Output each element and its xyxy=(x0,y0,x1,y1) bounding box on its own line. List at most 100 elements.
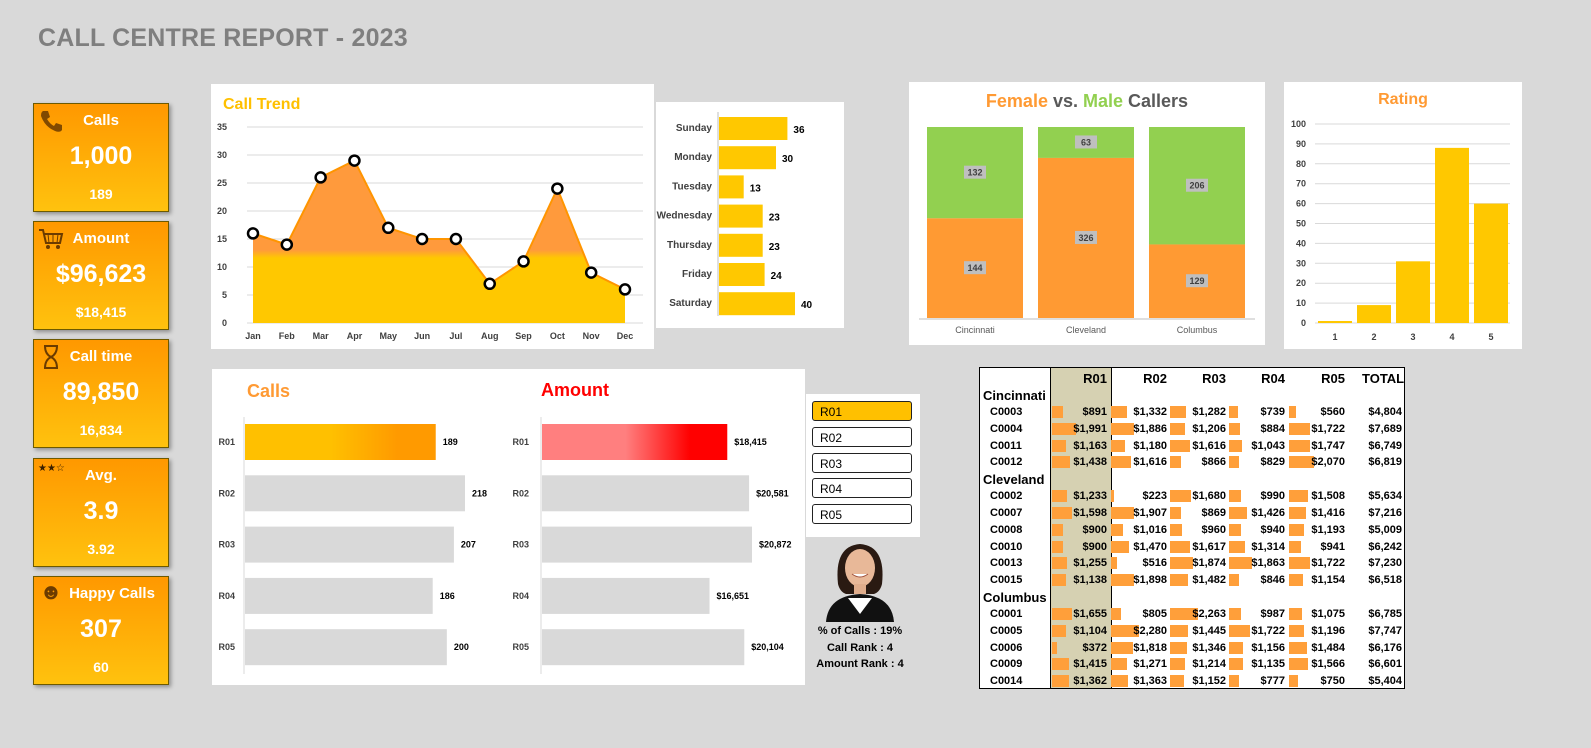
amount-rep-label: R05 xyxy=(512,642,529,652)
day-label: Saturday xyxy=(669,298,712,309)
gender-chart: 132 144 Cincinnati 63 326 Cleveland 206 129 Colu… xyxy=(919,127,1255,335)
weekday-value-label: 30 xyxy=(782,154,794,165)
rating-bar xyxy=(1396,261,1430,323)
amount-cell: $2,280 xyxy=(1133,624,1167,637)
amount-bar xyxy=(542,577,710,614)
slicer-item-r02[interactable]: R02 xyxy=(812,427,912,447)
amount-cell: $1,163 xyxy=(1073,439,1107,452)
table-row: C0009 $1,415 $1,271 $1,214 $1,135 $1,566 $6,60… xyxy=(980,656,1404,673)
weekday-value-label: 23 xyxy=(769,213,781,224)
amount-databar xyxy=(1289,608,1303,620)
rep-amount-rank: Amount Rank : 4 xyxy=(816,658,904,670)
day-label: Sunday xyxy=(676,123,713,134)
trend-area xyxy=(253,160,625,323)
table-row: C0013 $1,255 $516 $1,874 $1,863 $1,722 $7,230 xyxy=(980,555,1404,572)
amount-rep-label: R03 xyxy=(512,540,529,550)
kpi-label: Amount xyxy=(72,230,130,247)
customer-code: C0015 xyxy=(990,574,1023,587)
x-tick-label: Jan xyxy=(245,331,261,341)
amount-databar xyxy=(1052,490,1068,503)
amount-cell: $846 xyxy=(1260,574,1285,587)
rep-call-rank: Call Rank : 4 xyxy=(826,642,894,654)
kpi-calls-card: Calls 1,000 189 xyxy=(33,103,169,212)
x-tick-label: Jul xyxy=(449,331,462,341)
trend-point xyxy=(449,232,463,246)
amount-databar xyxy=(1111,608,1121,620)
amount-cell: $1,362 xyxy=(1073,675,1107,688)
amount-databar xyxy=(1052,624,1066,637)
phone-icon xyxy=(41,111,62,132)
calls-rep-label: R03 xyxy=(218,540,235,550)
amount-cell: $1,214 xyxy=(1192,658,1226,671)
amount-databar xyxy=(1052,675,1069,688)
table-row: C0005 $1,104 $2,280 $1,445 $1,722 $1,196 $7,74… xyxy=(980,623,1404,640)
weekday-chart: Sunday 36 Monday 30 Tuesday 13 Wednesday 23 Thur… xyxy=(657,112,813,316)
customer-code: C0013 xyxy=(990,557,1023,570)
gender-title-female: Female xyxy=(985,91,1048,111)
customer-code: C0004 xyxy=(990,422,1023,435)
kpi-happy-calls-card: ☻ Happy Calls 307 60 xyxy=(33,576,169,685)
slicer-item-r04[interactable]: R04 xyxy=(812,478,912,498)
amount-databar xyxy=(1052,456,1070,469)
amount-cell: $1,152 xyxy=(1192,675,1226,688)
amount-cell: $1,898 xyxy=(1133,574,1167,587)
slicer-item-r01[interactable]: R01 xyxy=(812,401,912,421)
amount-databar xyxy=(1111,574,1135,587)
male-label-bg xyxy=(1186,178,1208,192)
trend-point xyxy=(280,238,294,251)
calls-value-label: 207 xyxy=(461,540,476,550)
amount-cell: $1,282 xyxy=(1192,406,1226,418)
y-tick-label: 25 xyxy=(217,178,227,188)
amount-databar xyxy=(1229,675,1239,688)
day-label: Tuesday xyxy=(672,181,712,192)
amount-cell: $1,180 xyxy=(1133,439,1167,452)
amount-cell: $1,566 xyxy=(1311,658,1345,671)
amount-databar xyxy=(1111,490,1114,503)
total-cell: $7,689 xyxy=(1368,422,1402,435)
y-tick-label: 30 xyxy=(217,150,227,160)
amount-databar xyxy=(1111,641,1134,654)
kpi-label: Calls xyxy=(83,112,119,129)
amount-databar xyxy=(1289,406,1296,418)
amount-cell: $891 xyxy=(1082,406,1107,418)
amount-cell: $884 xyxy=(1260,422,1285,435)
x-tick-label: May xyxy=(380,331,398,341)
slicer-item-r03[interactable]: R03 xyxy=(812,453,912,473)
amount-databar xyxy=(1170,608,1198,620)
slicer-item-r05[interactable]: R05 xyxy=(812,504,912,524)
amount-rep-label: R04 xyxy=(512,591,529,601)
customer-code: C0001 xyxy=(990,608,1023,620)
y-tick-label: 0 xyxy=(222,318,227,328)
amount-databar xyxy=(1111,675,1128,688)
amount-databar xyxy=(1289,624,1304,637)
customer-code: C0006 xyxy=(990,641,1023,654)
kpi-value: 307 xyxy=(80,615,122,643)
total-cell: $5,634 xyxy=(1368,490,1402,503)
y-tick-label: 10 xyxy=(1296,298,1306,308)
amount-value-label: $20,581 xyxy=(756,488,789,498)
amount-databar xyxy=(1289,507,1307,519)
table-row: C0015 $1,138 $1,898 $1,482 $846 $1,154 $6,518 xyxy=(980,572,1404,589)
amount-databar xyxy=(1170,439,1190,452)
amount-cell: $750 xyxy=(1320,675,1345,688)
total-cell: $7,216 xyxy=(1368,507,1402,519)
calls-rep-label: R05 xyxy=(218,642,235,652)
amount-cell: $1,722 xyxy=(1311,422,1345,435)
calls-bar xyxy=(245,526,454,563)
total-cell: $4,804 xyxy=(1368,406,1402,418)
kpi-amount-card: Amount $96,623 $18,415 xyxy=(33,221,169,330)
amount-databar xyxy=(1111,557,1118,570)
female-label-bg xyxy=(1186,274,1208,288)
kpi-value: $96,623 xyxy=(55,260,147,288)
total-cell: $5,009 xyxy=(1368,523,1402,536)
total-cell: $5,404 xyxy=(1368,675,1402,688)
x-tick-label: Nov xyxy=(583,331,600,341)
amount-cell: $1,332 xyxy=(1133,406,1167,418)
amount-databar xyxy=(1170,574,1189,587)
amount-databar xyxy=(1111,439,1126,452)
call-trend-panel: Call Trend 0 5 10 15 20 25 30 35 Jan Feb Mar Apr May… xyxy=(211,84,654,349)
city-label: Columbus xyxy=(1177,325,1218,335)
amount-databar xyxy=(1289,540,1301,553)
kpi-value: 3.9 xyxy=(83,497,119,525)
amount-rep-label: R02 xyxy=(512,488,529,498)
